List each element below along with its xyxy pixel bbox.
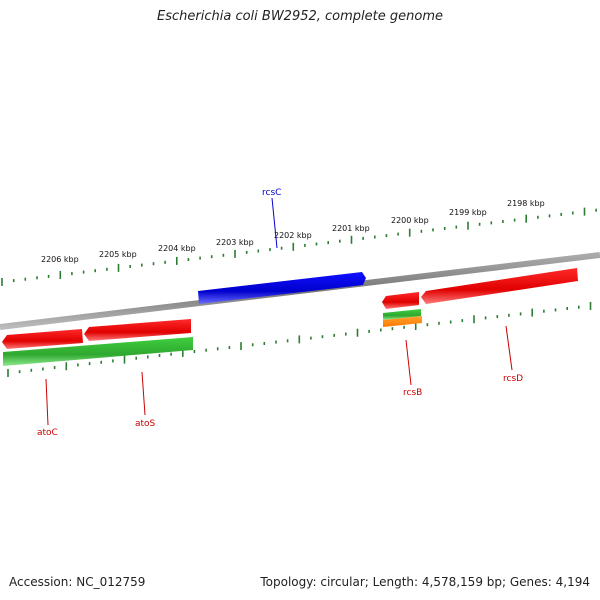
- gene-label-atoC[interactable]: atoC: [37, 428, 58, 438]
- atoC-leader-line: [45, 378, 49, 426]
- gene-atoC-red[interactable]: [2, 329, 83, 349]
- scale-label: 2204 kbp: [158, 244, 196, 253]
- scale-label: 2205 kbp: [99, 250, 137, 259]
- scale-label: 2200 kbp: [391, 216, 429, 225]
- gene-rcsC[interactable]: [198, 272, 366, 304]
- map-title: Escherichia coli BW2952, complete genome: [157, 9, 443, 24]
- upper-tick-track: [1, 207, 597, 286]
- lower-tick-track: [7, 301, 592, 377]
- scale-label: 2198 kbp: [507, 199, 545, 208]
- accession-label: Accession: NC_012759: [9, 575, 146, 589]
- gene-label-rcsB[interactable]: rcsB: [403, 388, 422, 398]
- gene-atoS-red[interactable]: [84, 319, 191, 341]
- gene-label-rcsC[interactable]: rcsC: [262, 188, 281, 198]
- gene-rcsB-orange[interactable]: [383, 316, 422, 327]
- scale-label: 2203 kbp: [216, 238, 254, 247]
- gene-label-atoS[interactable]: atoS: [135, 419, 156, 429]
- genome-stats-label: Topology: circular; Length: 4,578,159 bp…: [260, 575, 590, 589]
- scale-label: 2206 kbp: [41, 255, 79, 264]
- gene-rcsD-red[interactable]: [421, 268, 578, 304]
- scale-label: 2202 kbp: [274, 231, 312, 240]
- gene-atoC-atoS-green[interactable]: [3, 337, 193, 366]
- rcsD-leader-line: [505, 325, 513, 371]
- scale-label: 2201 kbp: [332, 224, 370, 233]
- scale-label: 2199 kbp: [449, 208, 487, 217]
- gene-rcsB-green[interactable]: [383, 309, 421, 320]
- rcsB-leader-line: [405, 339, 412, 386]
- gene-rcsB-red[interactable]: [382, 292, 419, 309]
- rcsC-leader-line: [271, 197, 278, 249]
- atoS-leader-line: [141, 371, 146, 416]
- gene-label-rcsD[interactable]: rcsD: [503, 374, 523, 384]
